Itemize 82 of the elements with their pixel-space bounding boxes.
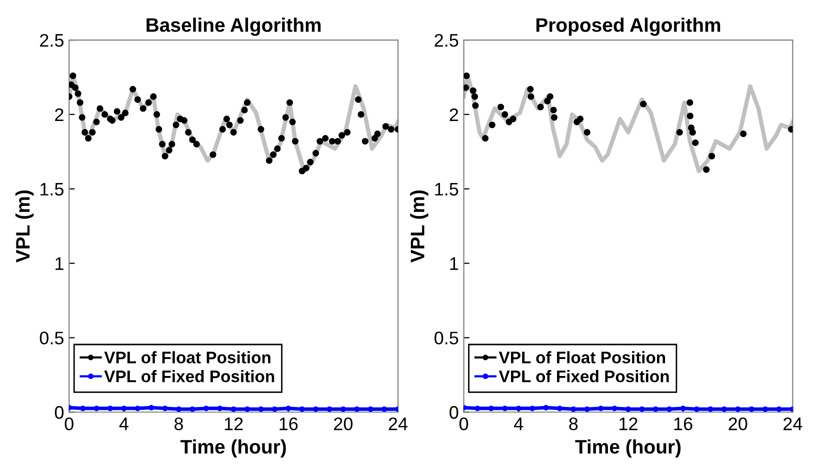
y-tick-label: 1.5 [435, 182, 458, 196]
x-tick-label: 20 [334, 417, 353, 430]
point [686, 99, 694, 106]
point [488, 122, 496, 128]
point [652, 406, 658, 412]
point [502, 111, 508, 118]
point [689, 129, 696, 136]
point [546, 93, 554, 100]
point [584, 129, 590, 136]
point [721, 406, 727, 412]
y-tick-label: 1 [56, 257, 64, 270]
point [543, 404, 549, 410]
legend-label: VPL of Float Position [104, 351, 270, 364]
y-tick-label: 1.5 [40, 182, 64, 196]
y-tick-label: 2.5 [434, 34, 458, 47]
point [748, 406, 754, 412]
point [692, 139, 699, 146]
point [666, 406, 672, 412]
point [550, 106, 557, 114]
point [703, 166, 710, 173]
point [510, 116, 516, 122]
y-tick-label: 0.5 [434, 332, 458, 344]
x-axis-title: Time (hour) [180, 439, 286, 458]
point [472, 102, 479, 109]
y-axis-title: VPL (m) [410, 190, 428, 263]
x-tick-label: 12 [620, 417, 638, 430]
point [537, 104, 544, 110]
x-tick-label: 0 [459, 417, 468, 430]
point [502, 406, 508, 412]
x-tick-label: 4 [514, 418, 524, 430]
y-tick-label: 2.5 [40, 34, 64, 47]
point [776, 406, 782, 412]
point [527, 86, 534, 92]
point [471, 93, 478, 100]
point [516, 406, 522, 412]
point [676, 129, 683, 136]
point [640, 100, 647, 108]
y-tick-label: 1 [450, 257, 458, 270]
y-tick-label: 2 [450, 108, 458, 121]
x-axis-title: Time (hour) [575, 439, 681, 458]
point [570, 406, 576, 412]
y-tick-label: 2 [55, 108, 64, 121]
point [474, 406, 480, 412]
point [686, 112, 694, 120]
point [550, 114, 558, 121]
legend-label: VPL of Fixed Position [104, 370, 274, 382]
point [497, 104, 504, 110]
point [482, 134, 489, 142]
point [680, 406, 686, 412]
legend-label: VPL of Float Position [498, 351, 666, 364]
point [470, 87, 476, 94]
point [506, 118, 512, 126]
y-tick-label: 0.5 [40, 332, 64, 344]
point [612, 406, 618, 412]
point [464, 84, 470, 91]
y-tick-label: 0 [54, 406, 64, 419]
y-tick-label: 0 [450, 406, 458, 419]
line-series [464, 74, 793, 174]
point [708, 406, 714, 412]
point [639, 406, 645, 412]
point [740, 130, 747, 138]
point [528, 93, 534, 100]
point [584, 406, 590, 412]
x-tick-label: 8 [569, 417, 578, 430]
point [735, 406, 741, 412]
x-tick-label: 24 [388, 417, 408, 430]
point [708, 152, 716, 160]
x-tick-label: 0 [64, 417, 74, 430]
x-tick-label: 8 [174, 417, 183, 430]
point [464, 72, 470, 80]
x-tick-label: 16 [674, 417, 692, 430]
x-tick-label: 12 [224, 417, 243, 430]
x-tick-label: 16 [280, 417, 298, 430]
chart-title: Proposed Algorithm [536, 18, 720, 36]
legend-label: VPL of Fixed Position [498, 370, 669, 382]
y-axis-title: VPL (m) [15, 190, 34, 263]
x-tick-label: 20 [728, 417, 748, 430]
chart-title: Baseline Algorithm [146, 18, 321, 36]
x-tick-label: 24 [784, 417, 802, 430]
x-tick-label: 4 [119, 418, 128, 430]
point [576, 116, 584, 122]
point [544, 98, 551, 104]
